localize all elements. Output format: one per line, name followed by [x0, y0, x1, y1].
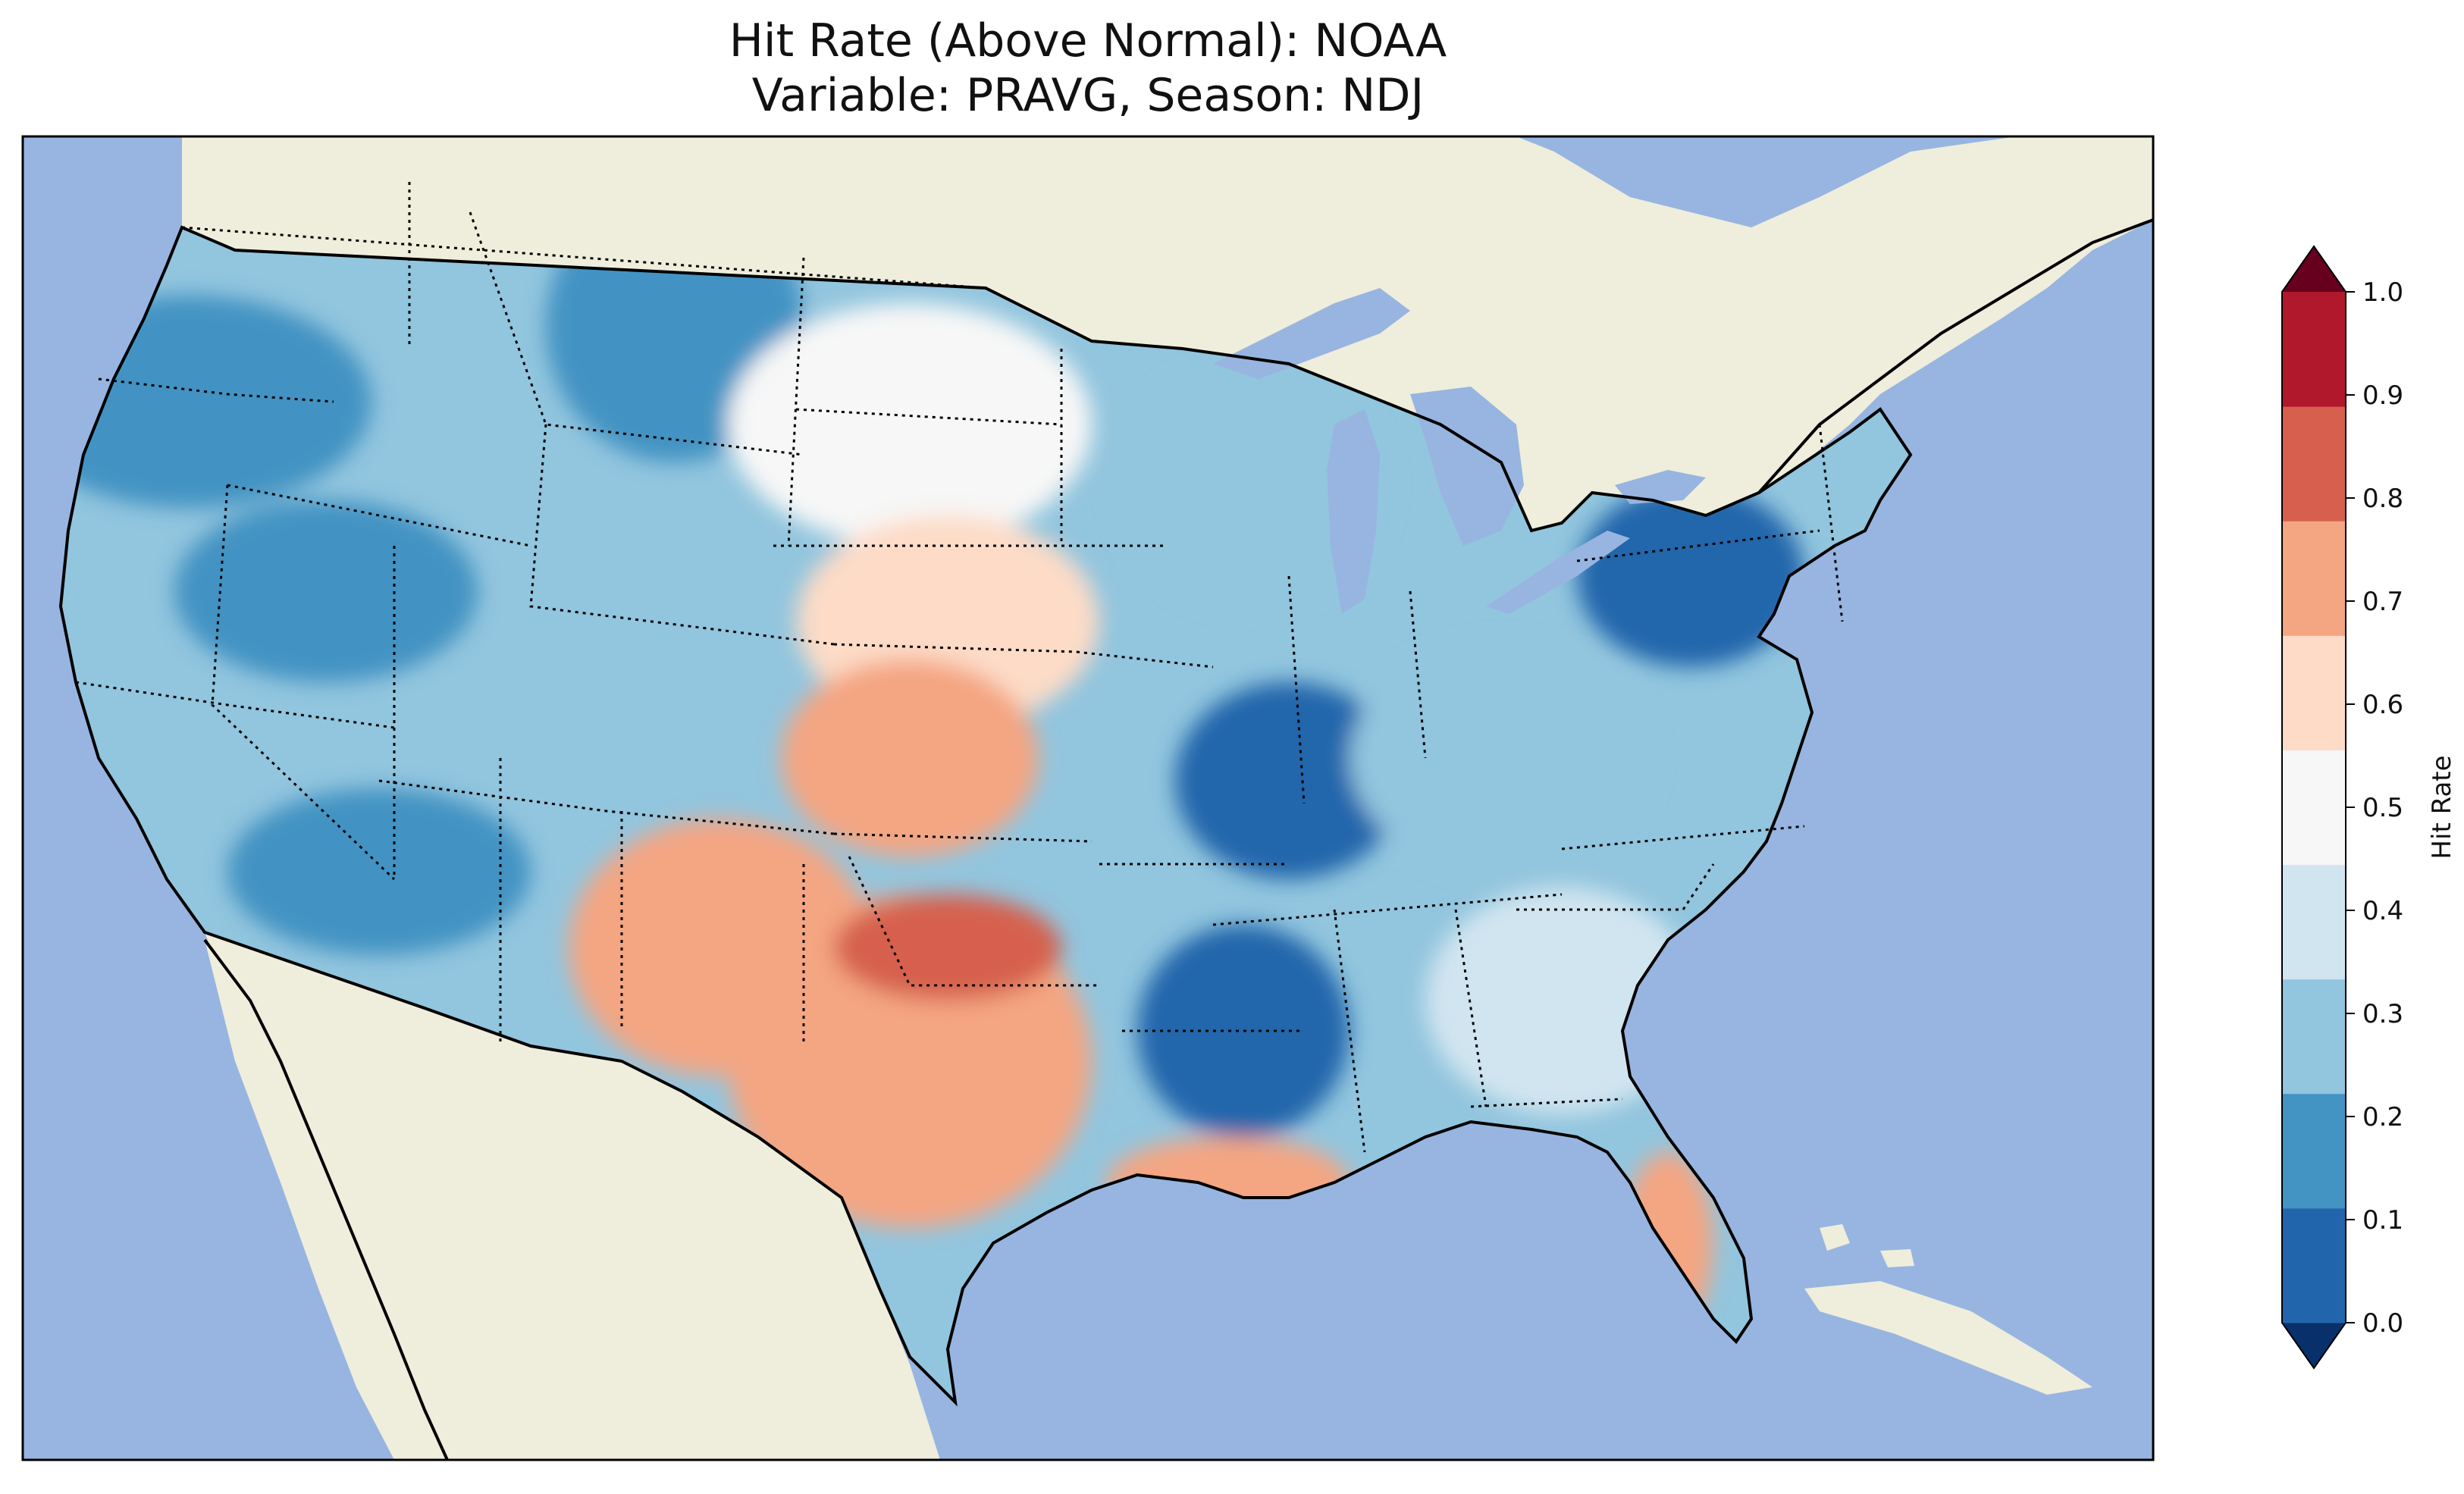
bahamas-island — [1820, 1224, 1850, 1251]
border-mn-wi — [1060, 349, 1168, 547]
heatmap-region — [1114, 364, 1387, 606]
border-wa-or — [98, 377, 334, 403]
border-wy-co — [529, 424, 835, 646]
colorbar-extend-max — [2282, 246, 2346, 292]
colorbar-segment — [2282, 979, 2346, 1095]
heatmap-region — [781, 659, 1039, 857]
colorbar-segments — [2281, 245, 2346, 1370]
colorbar-tick-label: 0.2 — [2362, 1102, 2403, 1132]
heatmap-cells — [61, 227, 1911, 1334]
map-area — [23, 136, 2153, 1460]
colorbar-tick-label: 0.7 — [2362, 587, 2403, 617]
colorbar-segment — [2282, 635, 2346, 750]
great-lakes — [1213, 288, 1706, 614]
heatmap-region — [174, 500, 478, 682]
colorbar-tick-label: 0.6 — [2362, 690, 2403, 720]
border-pa-ny — [1576, 529, 1820, 562]
border-nv-ca — [211, 484, 396, 881]
border-ga-fl — [1470, 1098, 1623, 1108]
cuba-island — [1804, 1281, 2093, 1395]
colorbar-segment — [2282, 864, 2346, 980]
colorbar-segment — [2282, 1093, 2346, 1209]
heatmap-region — [1577, 485, 1804, 667]
heatmap-region — [227, 788, 531, 955]
colorbar-segment — [2282, 521, 2346, 636]
colorbar-tick-label: 0.9 — [2362, 381, 2403, 411]
heatmap-region — [834, 894, 1061, 1001]
title-line-1: Hit Rate (Above Normal): NOAA — [729, 14, 1447, 67]
mexico-coast — [203, 938, 449, 1460]
lake-erie — [1486, 531, 1630, 614]
colorbar-extend-min — [2282, 1323, 2346, 1368]
coastline — [58, 225, 1913, 1407]
lake-ontario — [1615, 470, 1706, 504]
colorbar-tick-label: 0.3 — [2362, 999, 2403, 1029]
colorbar-segment — [2282, 292, 2346, 407]
border-ia-mo — [1076, 650, 1214, 669]
heatmap-region — [1350, 644, 1653, 872]
border-nc-sc — [1516, 863, 1715, 911]
border-il-in — [1287, 575, 1306, 804]
conus-heatmap — [61, 227, 1911, 1402]
border-ne-ks — [833, 643, 1077, 653]
border-us-canada — [181, 226, 986, 290]
border-ks-ok — [833, 832, 1092, 843]
heatmap-region — [1175, 682, 1403, 879]
colorbar: 0.0 0.1 0.2 0.3 0.4 0.5 0.6 0.7 0.8 0.9 1.0 Hit Ra… — [2281, 245, 2457, 1370]
border-or-ca — [75, 681, 395, 729]
colorbar-segment — [2282, 1207, 2346, 1323]
border-nd-sd — [795, 408, 1062, 426]
colorbar-segment — [2282, 750, 2346, 866]
map-title: Hit Rate (Above Normal): NOAA Variable: … — [23, 14, 2153, 123]
border-al-ga — [1454, 909, 1487, 1107]
border-ut-az — [378, 779, 835, 835]
lake-superior — [1213, 288, 1410, 379]
border-va-nc — [1561, 825, 1805, 850]
colorbar-tick-label: 0.5 — [2362, 793, 2403, 823]
colorbar-label: Hit Rate — [2427, 755, 2457, 859]
border-ny-ne — [1818, 424, 1844, 622]
state-borders — [75, 182, 1844, 1153]
baja-peninsula — [205, 940, 447, 1460]
canada-coast — [1757, 218, 2153, 494]
colorbar-tick-label: 1.0 — [2362, 277, 2403, 308]
border-ok-tx — [848, 856, 1099, 987]
colorbar-segment — [2282, 406, 2346, 521]
colorbar-tick-label: 0.8 — [2362, 484, 2403, 514]
lake-michigan — [1327, 409, 1380, 614]
colorbar-tick-label: 0.1 — [2362, 1205, 2403, 1236]
border-ky-tn — [1212, 893, 1563, 926]
colorbar-ticks: 0.0 0.1 0.2 0.3 0.4 0.5 0.6 0.7 0.8 0.9 1.0 — [2346, 277, 2403, 1339]
canada-land — [182, 136, 2153, 531]
border-mt-nd — [787, 257, 805, 547]
colorbar-tick-label: 0.4 — [2362, 896, 2403, 926]
lake-huron — [1410, 387, 1524, 546]
map-frame — [21, 135, 2155, 1461]
bahamas-island — [1880, 1249, 1914, 1267]
border-in-oh — [1409, 590, 1427, 759]
title-line-2: Variable: PRAVG, Season: NDJ — [751, 69, 1425, 122]
border-ms-al — [1333, 909, 1366, 1153]
colorbar-tick-label: 0.0 — [2362, 1308, 2403, 1339]
heatmap-region — [728, 303, 1092, 546]
border-id-nv — [227, 484, 531, 547]
